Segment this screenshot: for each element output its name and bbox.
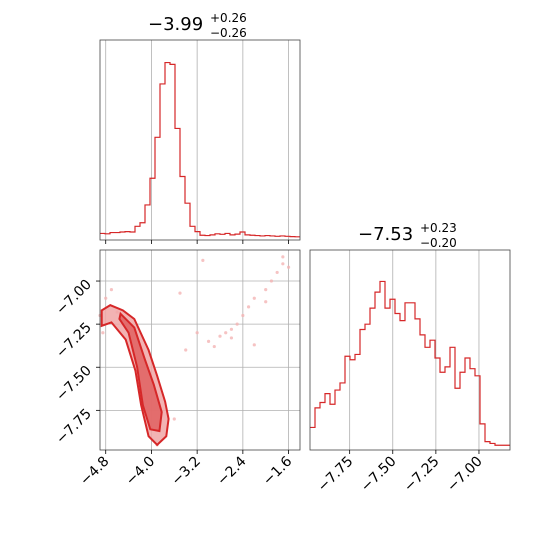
param2-title-upper: +0.23 <box>420 221 457 235</box>
contour-ytick-label: −7.00 <box>53 277 95 319</box>
scatter-point <box>252 343 256 347</box>
contour-frame <box>99 249 301 451</box>
scatter-point <box>101 331 105 335</box>
param1-title-median: −3.99 <box>148 14 203 35</box>
scatter-point <box>224 331 228 335</box>
param2-title-lower: −0.20 <box>420 236 457 250</box>
contour-inner-band <box>118 311 163 433</box>
contour-xtick-label: −1.6 <box>260 453 295 488</box>
hist1-frame <box>99 39 301 241</box>
scatter-point <box>212 344 216 349</box>
scatter-point <box>201 258 205 262</box>
hist-panel-param2: −7.75 −7.50 −7.25 −7.00 −7.53 +0.23 −0.20 <box>309 221 511 495</box>
scatter-point <box>184 348 188 352</box>
scatter-point <box>281 255 285 259</box>
scatter-point <box>275 270 279 275</box>
hist2-step <box>310 280 510 446</box>
scatter-point <box>235 322 239 326</box>
contour-ytick-label: −7.25 <box>53 320 95 362</box>
scatter-point <box>286 265 291 269</box>
hist1-ticks <box>105 240 289 244</box>
scatter-point <box>229 336 234 340</box>
contour-ytick-label: −7.75 <box>53 406 95 448</box>
hist1-step <box>100 61 300 238</box>
contour-grid <box>100 250 300 450</box>
contour-panel: −4.8 −4.0 −3.2 −2.4 −1.6 −7.00−7.25−7.50−7.7… <box>53 249 301 489</box>
hist-panel-param1: −3.99 +0.26 −0.26 <box>99 11 301 244</box>
param1-title-upper: +0.26 <box>210 11 247 25</box>
scatter-point <box>206 339 211 343</box>
contour-xticks: −4.8 −4.0 −3.2 −2.4 −1.6 <box>77 450 295 489</box>
scatter-point <box>178 291 182 295</box>
param2-title-median: −7.53 <box>358 224 413 245</box>
hist2-tick-label: −7.00 <box>444 454 486 496</box>
scatter-point <box>229 327 234 331</box>
scatter-point <box>218 334 222 338</box>
contour-xtick-label: −3.2 <box>169 454 204 489</box>
scatter-point <box>264 288 268 292</box>
contour-yticks: −7.00−7.25−7.50−7.75 <box>53 277 100 448</box>
contour-ytick-label: −7.50 <box>53 363 95 405</box>
hist2-grid <box>349 250 480 450</box>
contour-xtick-label: −2.4 <box>214 453 249 488</box>
param1-title-lower: −0.26 <box>210 26 247 40</box>
scatter-point <box>246 305 251 309</box>
contour-scatter <box>98 255 291 447</box>
contour-xtick-label: −4.8 <box>77 454 112 489</box>
scatter-point <box>252 296 256 300</box>
scatter-point <box>264 300 268 304</box>
contour-xtick-label: −4.0 <box>123 454 158 489</box>
hist2-tick-label: −7.25 <box>401 454 443 496</box>
hist1-grid <box>105 40 289 240</box>
scatter-point <box>195 331 199 335</box>
scatter-point <box>241 313 245 318</box>
hist2-ticks: −7.75 −7.50 −7.25 −7.00 <box>315 450 486 495</box>
scatter-point <box>281 262 285 266</box>
hist2-tick-label: −7.50 <box>358 454 400 496</box>
scatter-point <box>269 279 274 283</box>
scatter-point <box>109 288 114 292</box>
scatter-point <box>172 417 176 421</box>
scatter-point <box>104 296 108 300</box>
hist2-frame <box>309 249 511 451</box>
hist2-tick-label: −7.75 <box>315 454 357 496</box>
